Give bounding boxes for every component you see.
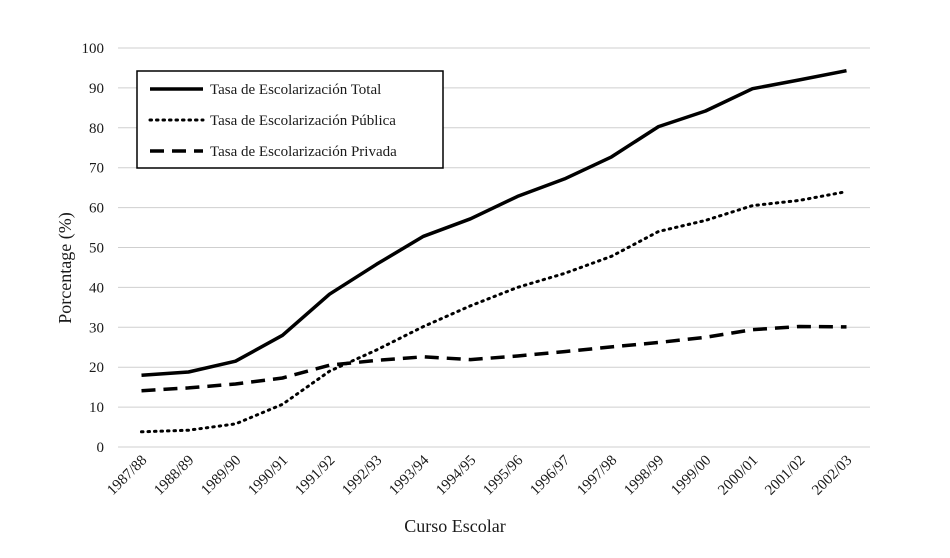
x-tick-label: 1992/93 [339,453,385,499]
x-tick-label: 1998/99 [621,453,667,499]
x-tick-label: 1999/00 [668,453,714,499]
y-tick-label: 60 [89,201,104,217]
y-tick-label: 20 [89,360,104,376]
y-axis-title: Porcentage (%) [55,212,76,323]
series-line-2 [140,190,848,434]
x-tick-label: 1989/90 [198,453,244,499]
x-tick-label: 1990/91 [245,453,291,499]
x-tick-label: 1993/94 [386,452,432,498]
x-tick-label: 2000/01 [715,453,761,499]
x-tick-label: 1996/97 [527,452,573,498]
x-tick-label: 1991/92 [292,453,338,499]
x-tick-label: 2001/02 [762,453,808,499]
y-tick-label: 0 [97,440,105,456]
x-tick-label: 1988/89 [151,453,197,499]
y-tick-label: 80 [89,121,104,137]
legend-label-2: Tasa de Escolarización Pública [210,113,396,129]
series-line-3 [141,324,847,393]
y-tick-label: 90 [89,81,104,97]
grid-lines [118,47,870,448]
y-axis-ticks: 0 10 20 30 40 50 60 70 80 90 100 [82,41,105,456]
y-tick-label: 40 [89,280,104,296]
legend-label-3: Tasa de Escolarización Privada [210,144,397,160]
x-axis-title: Curso Escolar [404,516,505,536]
y-tick-label: 10 [89,400,104,416]
series-lines [140,68,848,434]
x-tick-label: 1994/95 [433,453,479,499]
x-tick-label: 1987/88 [104,453,150,499]
series-line-1 [141,68,847,377]
y-tick-label: 100 [82,41,105,57]
legend: Tasa de Escolarización Total Tasa de Esco… [136,70,444,169]
y-tick-label: 50 [89,241,104,257]
legend-label-1: Tasa de Escolarización Total [210,82,381,98]
y-tick-label: 30 [89,320,104,336]
x-axis-ticks: 1987/88 1988/89 1989/90 1990/91 1991/92 1992/… [104,452,855,498]
y-tick-label: 70 [89,161,104,177]
x-tick-label: 1997/98 [574,453,620,499]
x-tick-label: 2002/03 [809,453,855,499]
x-tick-label: 1995/96 [480,452,526,498]
